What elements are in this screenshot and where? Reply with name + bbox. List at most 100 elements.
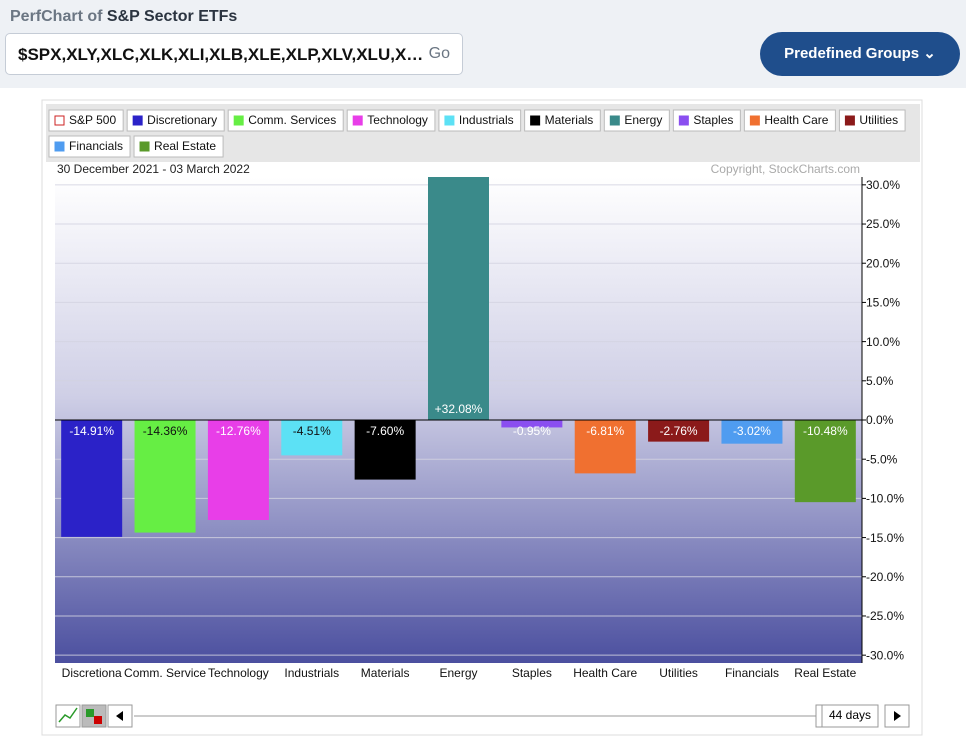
legend-swatch bbox=[609, 115, 620, 126]
legend-label: Materials bbox=[545, 113, 594, 127]
legend-item[interactable]: Financials bbox=[48, 135, 131, 158]
legend-item[interactable]: Real Estate bbox=[133, 135, 224, 158]
y-tick-label: 30.0% bbox=[866, 178, 900, 192]
legend-label: Utilities bbox=[859, 113, 898, 127]
x-tick-label: Staples bbox=[512, 666, 552, 680]
bar bbox=[501, 420, 563, 428]
legend-swatch bbox=[844, 115, 855, 126]
bar bbox=[134, 420, 196, 533]
value-label: -2.76% bbox=[660, 424, 698, 438]
legend-item[interactable]: Health Care bbox=[743, 109, 836, 132]
page-title: PerfChart of S&P Sector ETFs bbox=[10, 8, 237, 26]
title: S&P Sector ETFs bbox=[106, 8, 238, 25]
slider-handle[interactable] bbox=[815, 704, 823, 728]
bar bbox=[574, 420, 636, 474]
legend-swatch bbox=[54, 141, 65, 152]
legend-swatch bbox=[352, 115, 363, 126]
legend-label: Comm. Services bbox=[248, 113, 336, 127]
legend-item[interactable]: Industrials bbox=[438, 109, 522, 132]
value-label: -10.48% bbox=[803, 424, 848, 438]
legend-box bbox=[133, 135, 224, 158]
toolbar: PerfChart of S&P Sector ETFs $SPX,XLY,XL… bbox=[0, 0, 966, 88]
y-tick-label: 25.0% bbox=[866, 217, 900, 231]
y-tick-label: 5.0% bbox=[866, 374, 894, 388]
legend-box bbox=[524, 109, 601, 132]
legend-item[interactable]: Comm. Services bbox=[227, 109, 344, 132]
value-label: -7.60% bbox=[366, 424, 404, 438]
legend-item[interactable]: Materials bbox=[524, 109, 601, 132]
y-tick-label: -30.0% bbox=[866, 648, 904, 662]
bar bbox=[207, 420, 269, 521]
legend-label: Industrials bbox=[459, 113, 514, 127]
value-label: -14.36% bbox=[143, 424, 188, 438]
legend-item[interactable]: Energy bbox=[603, 109, 670, 132]
bar bbox=[281, 420, 343, 456]
bar bbox=[648, 420, 710, 442]
legend-box bbox=[743, 109, 836, 132]
value-label: -0.95% bbox=[513, 424, 551, 438]
prev-arrow bbox=[116, 711, 123, 721]
legend-box bbox=[126, 109, 225, 132]
symbol-input[interactable]: $SPX,XLY,XLC,XLK,XLI,XLB,XLE,XLP,XLV,XLU… bbox=[5, 33, 463, 75]
legend-box bbox=[603, 109, 670, 132]
bars bbox=[61, 177, 856, 537]
value-label: -12.76% bbox=[216, 424, 261, 438]
legend-box bbox=[672, 109, 741, 132]
legend-swatch bbox=[139, 141, 150, 152]
legend-box bbox=[227, 109, 344, 132]
x-tick-label: Materials bbox=[361, 666, 410, 680]
x-tick-label: Health Care bbox=[573, 666, 637, 680]
predefined-groups-button[interactable]: Predefined Groups ⌄ bbox=[760, 32, 960, 76]
y-tick-label: 15.0% bbox=[866, 296, 900, 310]
line-icon bbox=[58, 707, 78, 723]
bar bbox=[794, 420, 856, 503]
next-arrow bbox=[894, 711, 901, 721]
value-label: +32.08% bbox=[435, 402, 483, 416]
legend-label: Energy bbox=[624, 113, 662, 127]
legend-item[interactable]: Staples bbox=[672, 109, 741, 132]
legend-label: Discretionary bbox=[147, 113, 217, 127]
bar-icon bbox=[94, 716, 102, 724]
title-prefix: PerfChart of bbox=[10, 8, 103, 25]
legend-label: S&P 500 bbox=[69, 113, 116, 127]
value-label: -14.91% bbox=[69, 424, 114, 438]
bar bbox=[721, 420, 783, 444]
legend-box bbox=[48, 135, 131, 158]
y-tick-label: -15.0% bbox=[866, 531, 904, 545]
go-button[interactable]: Go bbox=[428, 45, 450, 62]
copyright: Copyright, StockCharts.com bbox=[711, 162, 860, 176]
legend-swatch bbox=[678, 115, 689, 126]
value-label: -6.81% bbox=[586, 424, 624, 438]
x-tick-label: Technology bbox=[208, 666, 269, 680]
legend-item[interactable]: Utilities bbox=[838, 109, 906, 132]
chart: 30 December 2021 - 03 March 2022 Copyrig… bbox=[41, 99, 923, 736]
legend-item[interactable]: Discretionary bbox=[126, 109, 225, 132]
legend-swatch bbox=[749, 115, 760, 126]
controls: 44 days bbox=[55, 704, 910, 728]
x-tick-label: Financials bbox=[725, 666, 779, 680]
legend-label: Health Care bbox=[764, 113, 828, 127]
x-tick-label: Industrials bbox=[284, 666, 339, 680]
legend-item[interactable]: S&P 500 bbox=[48, 109, 124, 132]
legend-item[interactable]: Technology bbox=[346, 109, 436, 132]
y-tick-label: 10.0% bbox=[866, 335, 900, 349]
legend-swatch bbox=[530, 115, 541, 126]
x-tick-label: Real Estate bbox=[794, 666, 856, 680]
y-tick-label: -10.0% bbox=[866, 492, 904, 506]
legend-swatch bbox=[132, 115, 143, 126]
bar bbox=[61, 420, 123, 537]
y-tick-label: -25.0% bbox=[866, 609, 904, 623]
x-tick-label: Discretiona bbox=[62, 666, 122, 680]
y-tick-label: -20.0% bbox=[866, 570, 904, 584]
legend-label: Real Estate bbox=[154, 139, 216, 153]
legend-swatch bbox=[54, 115, 65, 126]
y-tick-label: -5.0% bbox=[866, 452, 898, 466]
y-tick-label: 20.0% bbox=[866, 256, 900, 270]
legend-swatch bbox=[233, 115, 244, 126]
legend-box bbox=[838, 109, 906, 132]
symbol-text: $SPX,XLY,XLC,XLK,XLI,XLB,XLE,XLP,XLV,XLU… bbox=[18, 45, 424, 64]
bar-icon bbox=[86, 709, 94, 717]
value-label: -4.51% bbox=[293, 424, 331, 438]
x-tick-label: Energy bbox=[439, 666, 477, 680]
